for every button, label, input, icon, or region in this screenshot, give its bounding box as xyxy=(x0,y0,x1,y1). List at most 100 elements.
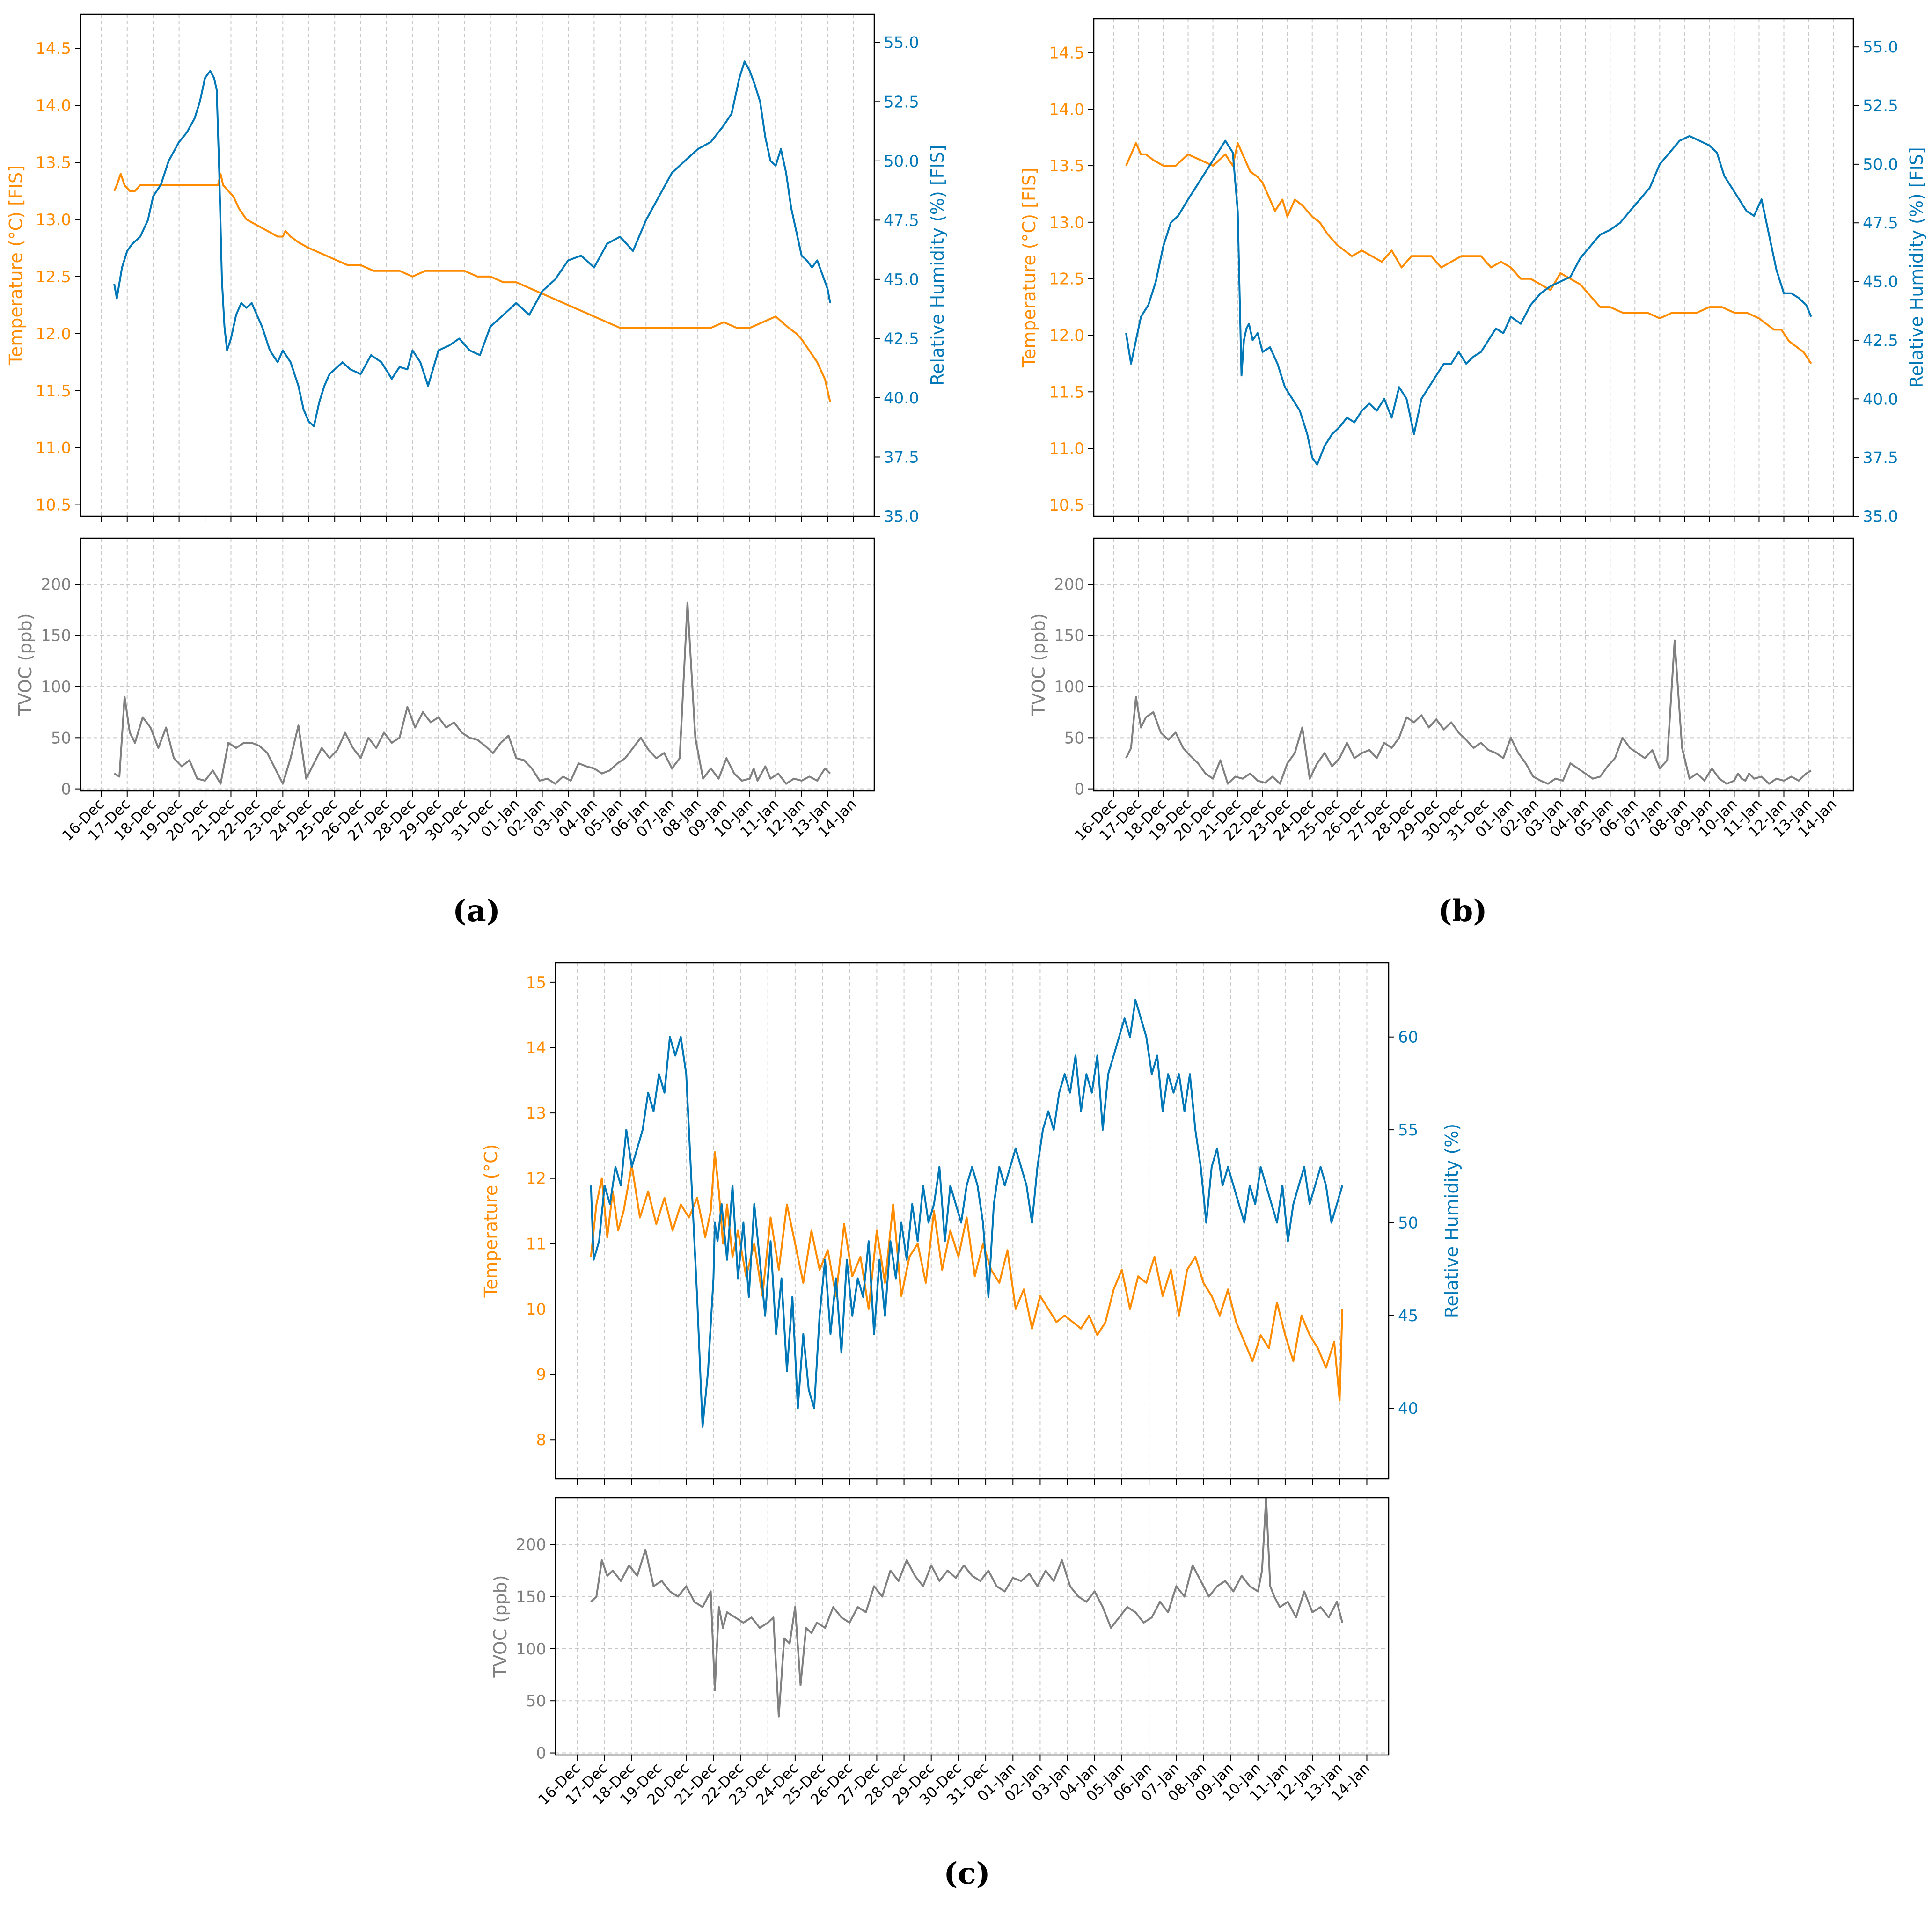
y-tick-label-right: 45 xyxy=(1398,1307,1418,1325)
y-tick-label-left: 14.5 xyxy=(36,39,71,58)
temperature-line-a xyxy=(113,173,831,402)
y-tick-label-right: 50.0 xyxy=(1863,155,1898,174)
y-axis-label-left: Temperature (°C) xyxy=(481,1144,501,1298)
y-tick-label-right: 55 xyxy=(1398,1121,1418,1140)
y-tick-label-tvoc: 0 xyxy=(61,780,71,799)
y-tick-label-tvoc: 200 xyxy=(41,575,71,594)
y-tick-label-left: 10 xyxy=(526,1300,546,1319)
y-tick-label-left: 12.5 xyxy=(1049,270,1084,289)
y-tick-label-right: 42.5 xyxy=(884,329,919,348)
temperature-line-c xyxy=(590,1151,1344,1402)
y-tick-label-left: 10.5 xyxy=(1049,496,1084,515)
y-tick-label-left: 13.5 xyxy=(1049,157,1084,176)
y-tick-label-left: 12.0 xyxy=(36,325,71,344)
y-tick-label-left: 15 xyxy=(526,973,546,992)
temperature-line-b xyxy=(1125,142,1812,364)
y-tick-label-right: 35.0 xyxy=(1863,507,1898,526)
y-tick-label-right: 40.0 xyxy=(1863,390,1898,409)
y-tick-label-right: 45.0 xyxy=(1863,273,1898,292)
chart-a: 10.5 11.0 11.5 12.0 12.5 13.0 13.5 14.0 14.5 35.0… xyxy=(6,13,948,929)
plot-frame xyxy=(555,1497,1390,1756)
y-tick-label-left: 11.5 xyxy=(1049,383,1084,402)
y-tick-label-right: 37.5 xyxy=(884,448,919,467)
y-tick-label-tvoc: 150 xyxy=(516,1588,546,1607)
y-axis-label-tvoc: TVOC (ppb) xyxy=(490,1575,511,1678)
y-tick-label-right: 40.0 xyxy=(884,389,919,408)
panel-caption: (c) xyxy=(944,1856,990,1891)
y-tick-label-tvoc: 50 xyxy=(1064,729,1084,747)
y-axis-label-right: Relative Humidity (%) [FIS] xyxy=(927,145,948,385)
y-tick-label-right: 45.0 xyxy=(884,271,919,289)
panel-caption: (a) xyxy=(453,893,500,929)
y-tick-label-tvoc: 50 xyxy=(51,729,71,747)
tvoc-line-c xyxy=(590,1497,1344,1718)
plot-frame xyxy=(1093,18,1854,517)
y-tick-label-right: 60 xyxy=(1398,1028,1418,1047)
chart-b: 10.5 11.0 11.5 12.0 12.5 13.0 13.5 14.0 14.5 35.0… xyxy=(1019,18,1927,929)
y-tick-label-right: 52.5 xyxy=(1863,97,1898,116)
y-tick-label-left: 14.5 xyxy=(1049,44,1084,62)
y-tick-label-tvoc: 100 xyxy=(1054,678,1084,696)
tvoc-line-a xyxy=(114,601,831,785)
y-tick-label-right: 42.5 xyxy=(1863,331,1898,350)
y-tick-label-tvoc: 150 xyxy=(1054,627,1084,645)
y-tick-label-tvoc: 100 xyxy=(41,678,71,696)
humidity-line-c xyxy=(590,999,1344,1428)
y-tick-label-right: 47.5 xyxy=(884,211,919,230)
plot-frame xyxy=(1093,537,1854,792)
y-tick-label-left: 14.0 xyxy=(36,96,71,115)
y-tick-label-left: 13.5 xyxy=(36,154,71,172)
y-axis-label-right: Relative Humidity (%) [FIS] xyxy=(1906,147,1927,388)
y-tick-label-right: 37.5 xyxy=(1863,449,1898,468)
top-panel-a: 10.5 11.0 11.5 12.0 12.5 13.0 13.5 14.0 14.5 35.0… xyxy=(6,13,948,526)
humidity-line-b xyxy=(1125,135,1812,466)
top-panel-b: 10.5 11.0 11.5 12.0 12.5 13.0 13.5 14.0 14.5 35.0… xyxy=(1019,18,1927,526)
y-tick-label-tvoc: 150 xyxy=(41,627,71,645)
y-axis-label-left: Temperature (°C) [FIS] xyxy=(1019,168,1039,368)
y-tick-label-left: 13 xyxy=(526,1104,546,1123)
y-tick-label-left: 12.0 xyxy=(1049,326,1084,345)
y-tick-label-tvoc: 0 xyxy=(536,1744,546,1763)
y-tick-label-tvoc: 0 xyxy=(1074,780,1084,799)
y-tick-label-tvoc: 200 xyxy=(1054,575,1084,594)
y-tick-label-left: 9 xyxy=(536,1366,546,1384)
tvoc-line-b xyxy=(1125,639,1812,785)
y-tick-label-left: 14.0 xyxy=(1049,100,1084,119)
y-tick-label-left: 13.0 xyxy=(36,211,71,229)
humidity-line-a xyxy=(113,60,831,427)
y-tick-label-left: 8 xyxy=(536,1431,546,1449)
chart-c: 8 9 10 11 12 13 14 15 40 45 50 55 60 Temperature (°C)… xyxy=(481,962,1462,1891)
y-tick-label-right: 50.0 xyxy=(884,152,919,171)
plot-frame xyxy=(80,537,875,792)
y-axis-label-left: Temperature (°C) [FIS] xyxy=(6,165,26,366)
y-tick-label-left: 10.5 xyxy=(36,496,71,515)
y-tick-label-tvoc: 50 xyxy=(526,1692,546,1711)
y-tick-label-right: 35.0 xyxy=(884,507,919,526)
y-tick-label-left: 11.0 xyxy=(1049,439,1084,458)
panel-caption: (b) xyxy=(1438,893,1487,929)
y-tick-label-right: 50 xyxy=(1398,1214,1418,1232)
y-tick-label-right: 52.5 xyxy=(884,93,919,111)
y-tick-label-left: 11.5 xyxy=(36,382,71,401)
top-panel-c: 8 9 10 11 12 13 14 15 40 45 50 55 60 Temperature (°C)… xyxy=(481,962,1462,1485)
y-tick-label-right: 47.5 xyxy=(1863,214,1898,233)
y-tick-label-tvoc: 100 xyxy=(516,1640,546,1659)
y-tick-label-left: 12.5 xyxy=(36,268,71,286)
y-tick-label-left: 12 xyxy=(526,1170,546,1188)
plot-frame xyxy=(555,962,1390,1480)
y-tick-label-right: 55.0 xyxy=(884,34,919,52)
y-tick-label-tvoc: 200 xyxy=(516,1536,546,1554)
y-axis-label-right: Relative Humidity (%) xyxy=(1442,1124,1462,1318)
y-axis-label-tvoc: TVOC (ppb) xyxy=(15,613,36,716)
y-tick-label-right: 40 xyxy=(1398,1399,1418,1418)
plot-frame xyxy=(80,13,875,517)
y-axis-label-tvoc: TVOC (ppb) xyxy=(1028,613,1049,716)
y-tick-label-left: 11 xyxy=(526,1235,546,1253)
y-tick-label-right: 55.0 xyxy=(1863,38,1898,57)
y-tick-label-left: 11.0 xyxy=(36,439,71,458)
y-tick-label-left: 14 xyxy=(526,1039,546,1058)
